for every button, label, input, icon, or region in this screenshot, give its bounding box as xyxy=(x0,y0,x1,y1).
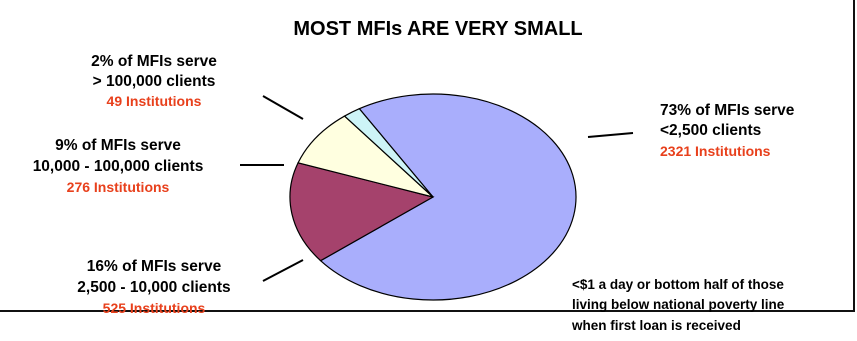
footnote: <$1 a day or bottom half of those living… xyxy=(571,277,785,333)
label-large: 9% of MFIs serve 10,000 - 100,000 client… xyxy=(33,137,204,195)
label-large-line-1: 9% of MFIs serve xyxy=(55,137,181,154)
label-very-large-line-2: > 100,000 clients xyxy=(93,73,216,90)
label-very-large-institutions: 49 Institutions xyxy=(107,93,202,109)
pie-slice-medium xyxy=(289,162,435,262)
chart-title: MOST MFIs ARE VERY SMALL xyxy=(293,18,582,40)
footnote-line-2: living below national poverty line xyxy=(572,297,785,312)
pie-slices xyxy=(289,93,577,301)
label-medium-institutions: 525 Institutions xyxy=(103,300,206,316)
label-large-institutions: 276 Institutions xyxy=(67,179,170,195)
leader-line-small xyxy=(587,132,634,138)
leader-line-very-large xyxy=(262,95,304,120)
label-small-institutions: 2321 Institutions xyxy=(660,143,771,159)
leader-line-medium xyxy=(262,259,304,282)
label-medium-line-1: 16% of MFIs serve xyxy=(87,258,222,275)
label-medium-line-2: 2,500 - 10,000 clients xyxy=(77,279,230,296)
pie-slice-small xyxy=(319,93,577,301)
pie-slice-large xyxy=(297,115,434,198)
label-very-large: 2% of MFIs serve > 100,000 clients 49 In… xyxy=(91,53,217,109)
label-large-line-2: 10,000 - 100,000 clients xyxy=(33,158,204,175)
label-medium: 16% of MFIs serve 2,500 - 10,000 clients… xyxy=(77,258,230,316)
label-very-large-line-1: 2% of MFIs serve xyxy=(91,53,217,70)
label-small-line-1: 73% of MFIs serve xyxy=(660,102,795,119)
chart-frame xyxy=(0,0,855,312)
pie-slice-very-large xyxy=(343,107,434,198)
footnote-line-3: when first loan is received xyxy=(571,318,741,333)
label-small: 73% of MFIs serve <2,500 clients 2321 In… xyxy=(660,102,795,159)
footnote-line-1: <$1 a day or bottom half of those xyxy=(572,277,784,292)
label-small-line-2: <2,500 clients xyxy=(660,122,761,139)
